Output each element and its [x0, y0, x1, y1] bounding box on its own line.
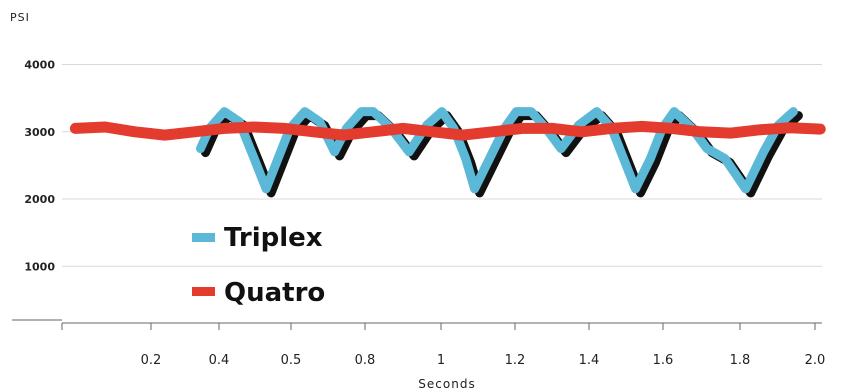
quatro-line — [69, 120, 826, 141]
legend-item-triplex: Triplex — [192, 223, 323, 253]
y-tick-label: 2000 — [24, 193, 55, 206]
legend-swatch-quatro — [192, 287, 215, 296]
y-tick-label: 3000 — [24, 126, 55, 139]
legend: Triplex Quatro — [192, 223, 325, 308]
x-tick-label: 0.2 — [141, 353, 162, 368]
x-tick-label: 0.4 — [209, 353, 230, 368]
x-tick-label: 2.0 — [805, 353, 826, 368]
legend-swatch-triplex — [192, 233, 215, 242]
x-tick-label: 1.4 — [579, 353, 600, 368]
y-tick-label: 4000 — [24, 59, 55, 72]
x-tick-labels: 0.2 0.4 0.5 0.8 1 1.2 1.4 1.6 1.8 2.0 — [141, 323, 826, 368]
x-tick-label: 0.5 — [281, 353, 302, 368]
x-tick-label: 1 — [437, 353, 445, 368]
y-tick-labels: 4000 3000 2000 1000 — [24, 59, 55, 274]
x-tick-label: 0.8 — [355, 353, 376, 368]
legend-item-quatro: Quatro — [192, 278, 325, 308]
x-tick-label: 1.6 — [653, 353, 674, 368]
x-tick-label: 1.2 — [505, 353, 526, 368]
legend-label-triplex: Triplex — [224, 223, 323, 253]
gridlines — [62, 64, 822, 267]
legend-label-quatro: Quatro — [224, 278, 325, 308]
y-axis-unit-label: PSI — [10, 11, 30, 24]
x-tick-label: 1.8 — [730, 353, 751, 368]
series-layer — [69, 107, 826, 198]
x-axis-label: Seconds — [418, 377, 475, 391]
y-tick-label: 1000 — [24, 260, 55, 273]
